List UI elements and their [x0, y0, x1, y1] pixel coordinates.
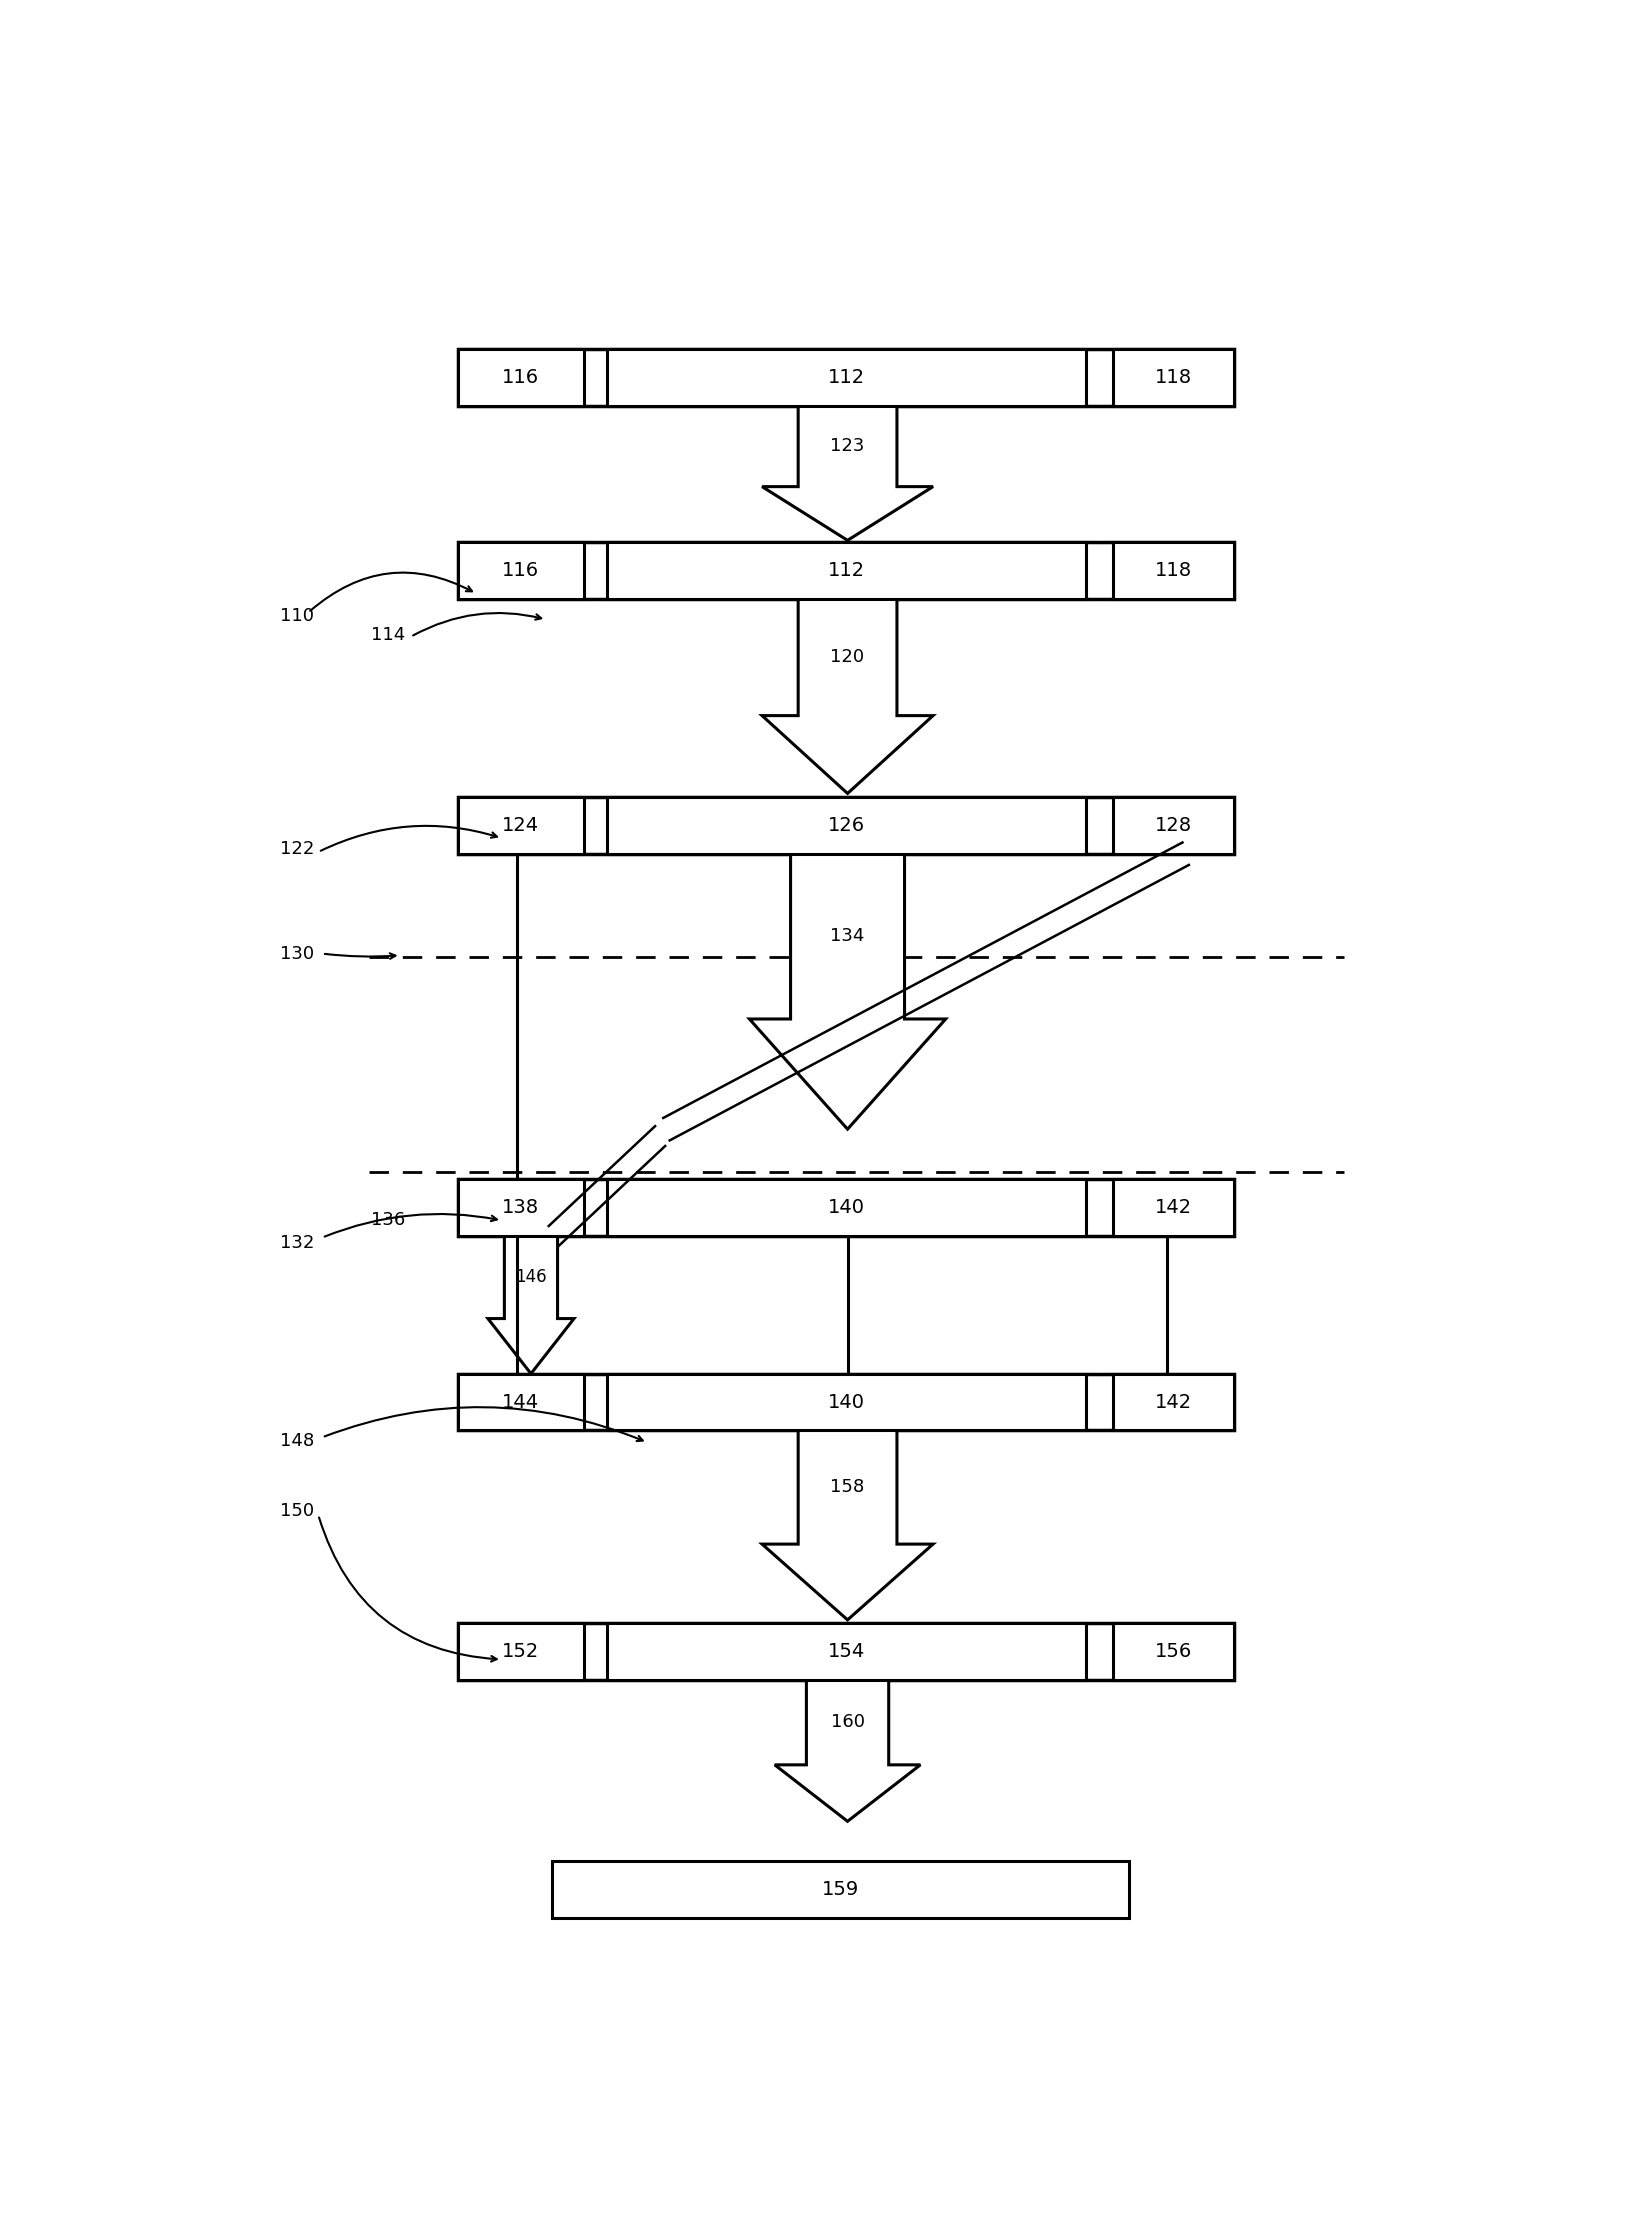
Bar — [458, 1373, 1234, 1431]
Bar — [458, 541, 1234, 599]
Text: 114: 114 — [371, 626, 405, 644]
Text: 158: 158 — [830, 1478, 864, 1496]
Bar — [552, 1860, 1129, 1918]
Text: 159: 159 — [822, 1880, 859, 1898]
Text: 140: 140 — [828, 1198, 864, 1216]
Bar — [606, 1373, 1085, 1431]
Polygon shape — [750, 854, 946, 1129]
Text: 148: 148 — [281, 1431, 314, 1449]
Text: 130: 130 — [281, 944, 314, 961]
Text: 146: 146 — [515, 1268, 547, 1286]
Text: 142: 142 — [1155, 1198, 1193, 1216]
Bar — [458, 1178, 1234, 1237]
Bar — [606, 1178, 1085, 1237]
Bar — [458, 1373, 585, 1431]
Bar — [458, 1623, 1234, 1679]
Bar — [458, 541, 585, 599]
Bar — [458, 1178, 585, 1237]
Text: 116: 116 — [502, 369, 539, 387]
Bar — [1113, 541, 1234, 599]
Text: 150: 150 — [281, 1503, 314, 1520]
Bar — [1113, 1623, 1234, 1679]
Text: 154: 154 — [828, 1641, 864, 1661]
Bar — [606, 541, 1085, 599]
Bar — [1113, 1178, 1234, 1237]
Bar — [458, 796, 585, 854]
Text: 123: 123 — [830, 438, 864, 456]
Text: 136: 136 — [371, 1212, 405, 1230]
Text: 112: 112 — [828, 561, 864, 579]
Text: 144: 144 — [502, 1393, 539, 1411]
Polygon shape — [489, 1237, 574, 1373]
Polygon shape — [775, 1679, 920, 1822]
Text: 110: 110 — [281, 608, 314, 626]
Text: 138: 138 — [502, 1198, 539, 1216]
Bar — [458, 796, 1234, 854]
Text: 118: 118 — [1155, 369, 1193, 387]
Text: 132: 132 — [281, 1234, 315, 1252]
Text: 142: 142 — [1155, 1393, 1193, 1411]
Text: 122: 122 — [281, 838, 315, 859]
Text: 156: 156 — [1155, 1641, 1193, 1661]
Text: 126: 126 — [828, 816, 864, 834]
Bar — [606, 1623, 1085, 1679]
Text: 140: 140 — [828, 1393, 864, 1411]
Polygon shape — [761, 1431, 933, 1619]
Bar — [458, 349, 1234, 407]
Bar — [458, 1623, 585, 1679]
Polygon shape — [761, 599, 933, 794]
Bar — [1113, 1373, 1234, 1431]
Bar — [458, 349, 585, 407]
Text: 128: 128 — [1155, 816, 1193, 834]
Bar — [606, 796, 1085, 854]
Text: 120: 120 — [830, 648, 864, 666]
Text: 112: 112 — [828, 369, 864, 387]
Bar — [1113, 349, 1234, 407]
Bar — [1113, 796, 1234, 854]
Text: 118: 118 — [1155, 561, 1193, 579]
Text: 124: 124 — [502, 816, 539, 834]
Text: 152: 152 — [502, 1641, 539, 1661]
Polygon shape — [761, 407, 933, 541]
Text: 160: 160 — [830, 1713, 864, 1731]
Bar — [606, 349, 1085, 407]
Text: 134: 134 — [830, 928, 864, 946]
Text: 116: 116 — [502, 561, 539, 579]
